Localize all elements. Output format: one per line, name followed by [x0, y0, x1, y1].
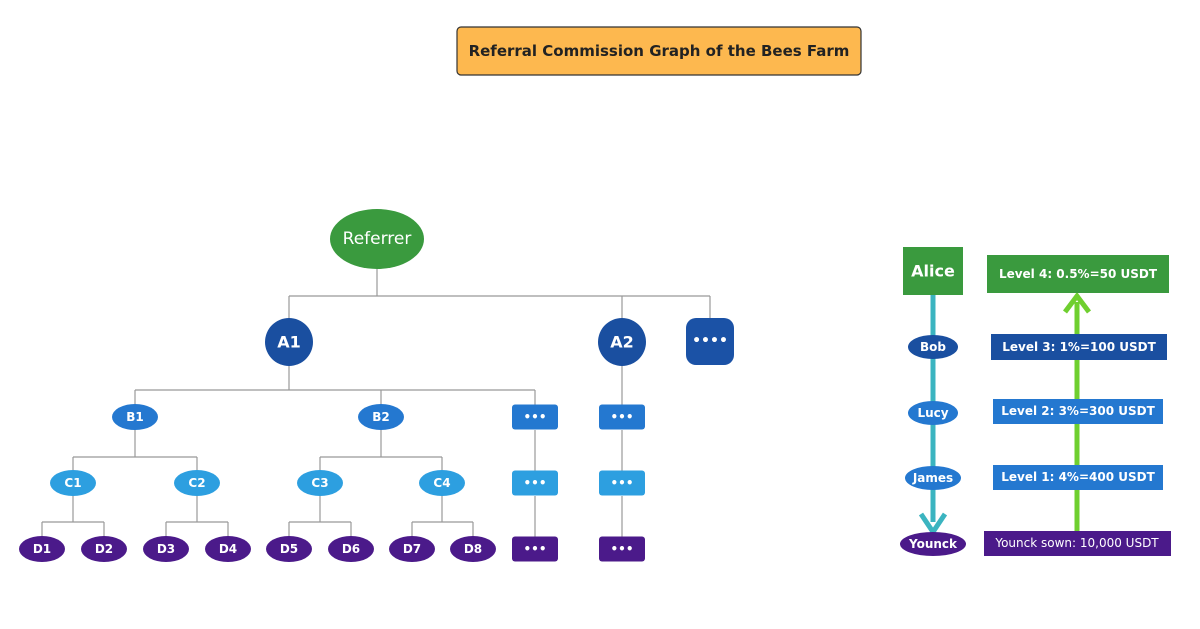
node [174, 470, 220, 496]
chain-node [908, 335, 958, 359]
node-label: ••• [523, 410, 546, 424]
commission-label: Level 4: 0.5%=50 USDT [999, 267, 1158, 281]
title-box [456, 26, 862, 76]
node-label: D7 [403, 542, 421, 556]
node-label: D8 [464, 542, 482, 556]
node [686, 318, 734, 365]
node-label: D5 [280, 542, 298, 556]
chain-node [900, 532, 966, 556]
node-label: D3 [157, 542, 175, 556]
node-label: ••• [610, 476, 633, 490]
node [512, 536, 558, 562]
commission-label: Level 2: 3%=300 USDT [1001, 404, 1155, 418]
nodes: B1 B2 ••• ••• C1 C2 C3 C4 ••• ••• D1 D2 D3 D4 D5 D6 D7 D8… [19, 404, 645, 562]
connectors [41, 269, 711, 537]
node [328, 536, 374, 562]
node-label: ••• [610, 410, 633, 424]
chain-node [903, 247, 963, 295]
node-label: D4 [219, 542, 237, 556]
commission-label: Level 3: 1%=100 USDT [1002, 340, 1156, 354]
node-label: C3 [311, 476, 328, 490]
node [266, 536, 312, 562]
up-arrow [1063, 291, 1091, 314]
title: Referral Commission Graph of the Bees Fa… [469, 42, 850, 60]
node [389, 536, 435, 562]
chain-label: Younck [908, 537, 958, 551]
node [599, 536, 645, 562]
node [599, 470, 645, 496]
commission-box [991, 334, 1167, 360]
node [297, 470, 343, 496]
node-label: ••• [610, 542, 633, 556]
node-label: C1 [64, 476, 81, 490]
node [112, 404, 158, 430]
chain-label: Lucy [917, 406, 948, 420]
commission-label: Level 1: 4%=400 USDT [1001, 470, 1155, 484]
node [419, 470, 465, 496]
node-label: •••• [692, 333, 728, 349]
node [50, 470, 96, 496]
node [512, 470, 558, 496]
commission-box [993, 399, 1163, 424]
node [143, 536, 189, 562]
node [598, 318, 646, 366]
node-label: ••• [523, 476, 546, 490]
node [450, 536, 496, 562]
chain-label: Alice [911, 262, 955, 281]
node-label: B1 [126, 410, 144, 424]
node-label: D2 [95, 542, 113, 556]
chain-node [905, 466, 961, 490]
node-label: A1 [277, 333, 301, 352]
chain-label: James [912, 471, 953, 485]
node-label: A2 [610, 333, 634, 352]
node [358, 404, 404, 430]
chain-node [908, 401, 958, 425]
node-label: D6 [342, 542, 360, 556]
chain-label: Bob [920, 340, 946, 354]
node-label: B2 [372, 410, 390, 424]
node [19, 536, 65, 562]
node [512, 404, 558, 430]
node [205, 536, 251, 562]
commission-box [987, 255, 1169, 293]
node-label: D1 [33, 542, 51, 556]
node [265, 318, 313, 366]
commission-box [984, 531, 1171, 556]
commission-label: Younck sown: 10,000 USDT [994, 536, 1159, 550]
commission-box [993, 465, 1163, 490]
node [599, 404, 645, 430]
node-label: C4 [433, 476, 450, 490]
node-label: ••• [523, 542, 546, 556]
root-node [330, 209, 424, 269]
node [81, 536, 127, 562]
node-label: Referrer [343, 229, 412, 249]
node-label: C2 [188, 476, 205, 490]
